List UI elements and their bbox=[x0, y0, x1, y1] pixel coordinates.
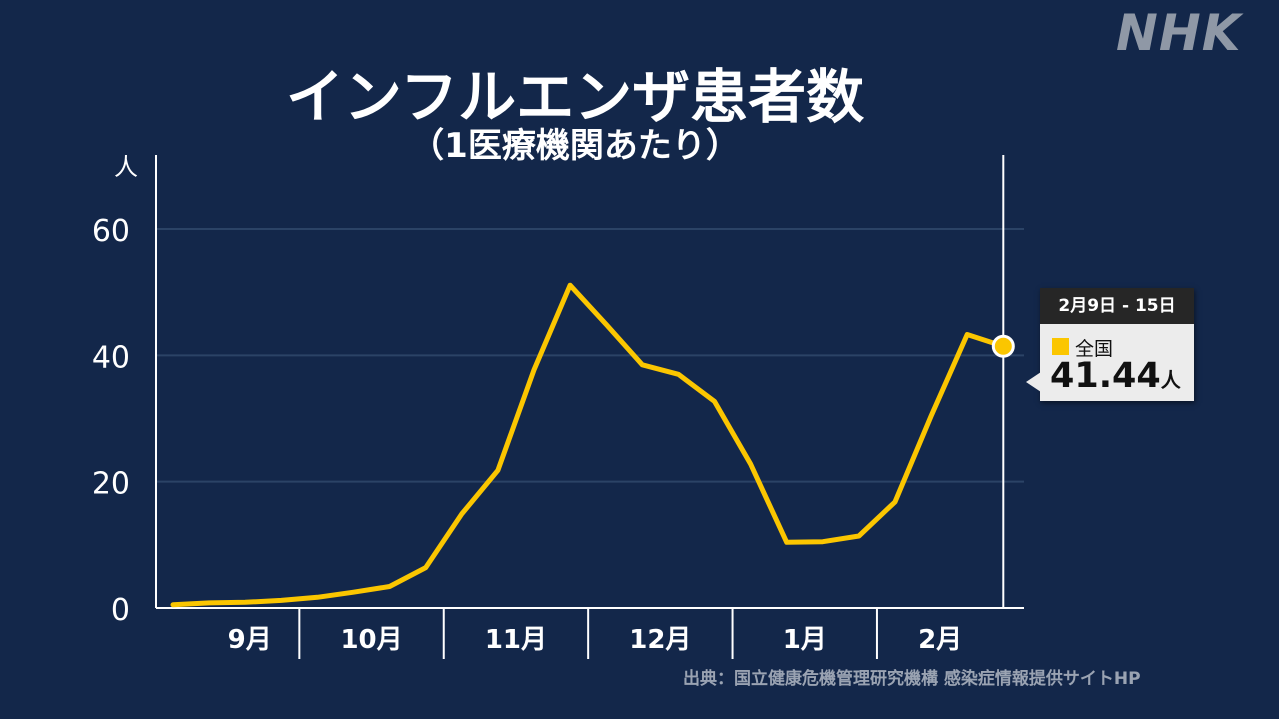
tooltip-pointer bbox=[1026, 372, 1041, 392]
y-unit-label: 人 bbox=[114, 153, 138, 181]
tooltip-date: 2月9日 - 15日 bbox=[1040, 288, 1194, 324]
y-tick-label: 20 bbox=[92, 467, 130, 502]
x-month-label: 10月 bbox=[340, 625, 402, 655]
series-swatch bbox=[1052, 338, 1069, 355]
x-month-label: 2月 bbox=[918, 625, 962, 655]
y-tick-label: 40 bbox=[92, 340, 130, 375]
tooltip-value: 41.44 bbox=[1050, 356, 1161, 396]
x-month-label: 1月 bbox=[783, 625, 827, 655]
source-note: 出典：国立健康危機管理研究機構 感染症情報提供サイトHP bbox=[683, 669, 1141, 689]
tooltip-value-line: 41.44人 bbox=[1050, 356, 1181, 396]
y-tick-label: 60 bbox=[92, 214, 130, 249]
tooltip-body: 全国 41.44人 bbox=[1026, 324, 1194, 401]
x-month-label: 11月 bbox=[485, 625, 547, 655]
tooltip-unit: 人 bbox=[1160, 368, 1181, 392]
nhk-logo: NHK bbox=[1116, 4, 1242, 62]
x-month-label: 12月 bbox=[629, 625, 691, 655]
chart-title: インフルエンザ患者数 bbox=[285, 63, 865, 131]
chart-subtitle: （1医療機関あたり） bbox=[410, 126, 740, 166]
data-tooltip: 2月9日 - 15日 全国 41.44人 bbox=[1026, 288, 1194, 401]
y-tick-label: 0 bbox=[111, 593, 130, 628]
x-month-label: 9月 bbox=[228, 625, 272, 655]
series-line-national bbox=[170, 282, 1006, 608]
latest-point-marker bbox=[991, 334, 1015, 358]
tooltip-series-name: 全国 bbox=[1075, 338, 1114, 360]
